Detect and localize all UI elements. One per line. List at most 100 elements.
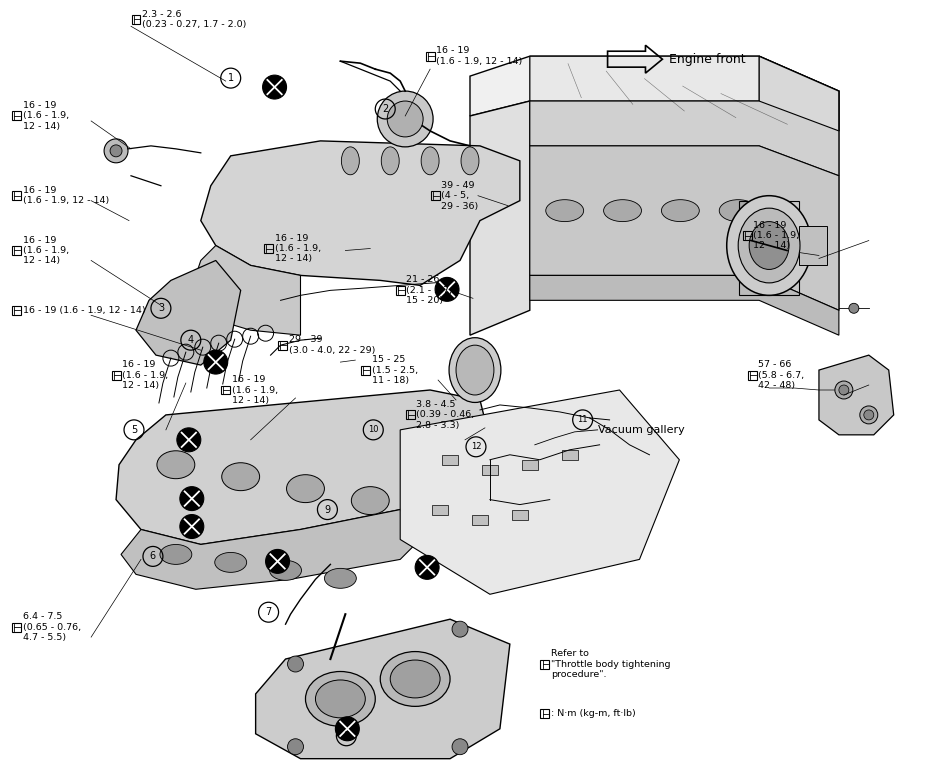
Polygon shape [191,245,300,335]
Text: 6.4 - 7.5
(0.65 - 0.76,
4.7 - 5.5): 6.4 - 7.5 (0.65 - 0.76, 4.7 - 5.5) [22,612,81,642]
Text: 16 - 19
(1.6 - 1.9,
12 - 14): 16 - 19 (1.6 - 1.9, 12 - 14) [122,360,169,390]
Circle shape [180,487,203,511]
Ellipse shape [341,147,359,175]
Text: Vacuum gallery: Vacuum gallery [598,425,685,435]
Text: Engine front: Engine front [669,52,746,66]
Text: 16 - 19 (1.6 - 1.9, 12 - 14): 16 - 19 (1.6 - 1.9, 12 - 14) [22,306,146,315]
Text: 5: 5 [131,425,137,435]
Polygon shape [530,56,839,131]
Circle shape [266,549,289,573]
Circle shape [453,621,468,637]
Text: Refer to
"Throttle body tightening
procedure".: Refer to "Throttle body tightening proce… [551,649,671,679]
Ellipse shape [749,222,789,269]
Circle shape [839,385,849,395]
Bar [442,455,458,465]
Circle shape [104,139,128,162]
Polygon shape [116,390,490,544]
Ellipse shape [449,337,501,402]
Text: 16 - 19
(1.6 - 1.9,
12 - 14): 16 - 19 (1.6 - 1.9, 12 - 14) [22,236,69,266]
Circle shape [177,428,201,451]
Text: 12: 12 [471,442,481,451]
Polygon shape [121,509,420,590]
Bar [425,52,435,61]
Polygon shape [256,619,509,758]
Text: 16 - 19
(1.6 - 1.9,
12 - 14): 16 - 19 (1.6 - 1.9, 12 - 14) [22,101,69,131]
Bar [743,231,752,240]
Bar [512,509,528,519]
Bar [522,460,537,469]
Text: 16 - 19
(1.6 - 1.9, 12 - 14): 16 - 19 (1.6 - 1.9, 12 - 14) [22,186,109,205]
Ellipse shape [325,569,356,588]
Bar [432,505,448,515]
Bar [799,226,827,266]
Polygon shape [136,261,241,365]
Polygon shape [470,101,530,335]
Text: 2.3 - 2.6
(0.23 - 0.27, 1.7 - 2.0): 2.3 - 2.6 (0.23 - 0.27, 1.7 - 2.0) [142,9,246,29]
Ellipse shape [215,552,246,572]
Polygon shape [530,101,839,176]
Bar [12,112,21,120]
Circle shape [180,515,203,538]
Circle shape [849,303,859,313]
Text: 3: 3 [158,303,164,313]
Ellipse shape [286,475,325,503]
Text: 39 - 49
(4 - 5,
29 - 36): 39 - 49 (4 - 5, 29 - 36) [441,180,479,211]
Bar [406,411,414,419]
Text: 3.8 - 4.5
(0.39 - 0.46,
2.8 - 3.3): 3.8 - 4.5 (0.39 - 0.46, 2.8 - 3.3) [416,400,475,430]
Bar [278,341,287,350]
Polygon shape [530,276,839,335]
Text: : N·m (kg-m, ft·lb): : N·m (kg-m, ft·lb) [551,709,635,719]
Ellipse shape [305,672,375,726]
Text: 16 - 19
(1.6 - 1.9,
12 - 14): 16 - 19 (1.6 - 1.9, 12 - 14) [275,234,321,263]
Ellipse shape [315,680,366,718]
Polygon shape [400,390,679,594]
Ellipse shape [157,451,195,479]
Text: 8: 8 [343,731,350,740]
Bar [472,515,488,525]
Bar [264,244,273,253]
Ellipse shape [546,200,584,222]
Circle shape [203,350,228,374]
Bar [361,366,369,375]
Polygon shape [470,56,839,131]
Circle shape [453,739,468,754]
Text: 11: 11 [578,415,588,424]
Bar [747,370,757,380]
Bar [540,709,550,719]
Bar [482,465,498,475]
Circle shape [435,277,459,301]
Ellipse shape [270,561,301,580]
Text: 16 - 19
(1.6 - 1.9, 12 - 14): 16 - 19 (1.6 - 1.9, 12 - 14) [437,47,522,66]
Bar [12,306,21,315]
Circle shape [110,145,122,157]
Text: 29 - 39
(3.0 - 4.0, 22 - 29): 29 - 39 (3.0 - 4.0, 22 - 29) [289,336,375,355]
Ellipse shape [381,651,450,706]
Text: 6: 6 [150,551,156,562]
Bar [396,286,405,295]
Circle shape [415,555,439,580]
Circle shape [377,91,433,147]
Circle shape [287,739,303,754]
Ellipse shape [604,200,642,222]
Text: 21 - 26
(2.1 - 2.7,
15 - 20): 21 - 26 (2.1 - 2.7, 15 - 20) [407,276,453,305]
Polygon shape [530,146,839,310]
Bar [132,15,141,23]
Ellipse shape [719,200,758,222]
Bar [12,246,21,255]
Text: 16 - 19
(1.6 - 1.9,
12 - 14): 16 - 19 (1.6 - 1.9, 12 - 14) [754,221,800,251]
Polygon shape [759,56,839,310]
Polygon shape [201,141,520,285]
Text: 16 - 19
(1.6 - 1.9,
12 - 14): 16 - 19 (1.6 - 1.9, 12 - 14) [232,375,278,405]
Bar [12,622,21,632]
Bar [562,450,578,460]
Bar [431,191,439,200]
Ellipse shape [727,196,812,295]
Circle shape [387,101,424,137]
Bar [540,659,550,669]
Bar [12,191,21,200]
Text: 15 - 25
(1.5 - 2.5,
11 - 18): 15 - 25 (1.5 - 2.5, 11 - 18) [371,355,418,385]
Ellipse shape [661,200,700,222]
Text: 7: 7 [266,607,272,617]
Ellipse shape [352,487,389,515]
Ellipse shape [160,544,192,565]
